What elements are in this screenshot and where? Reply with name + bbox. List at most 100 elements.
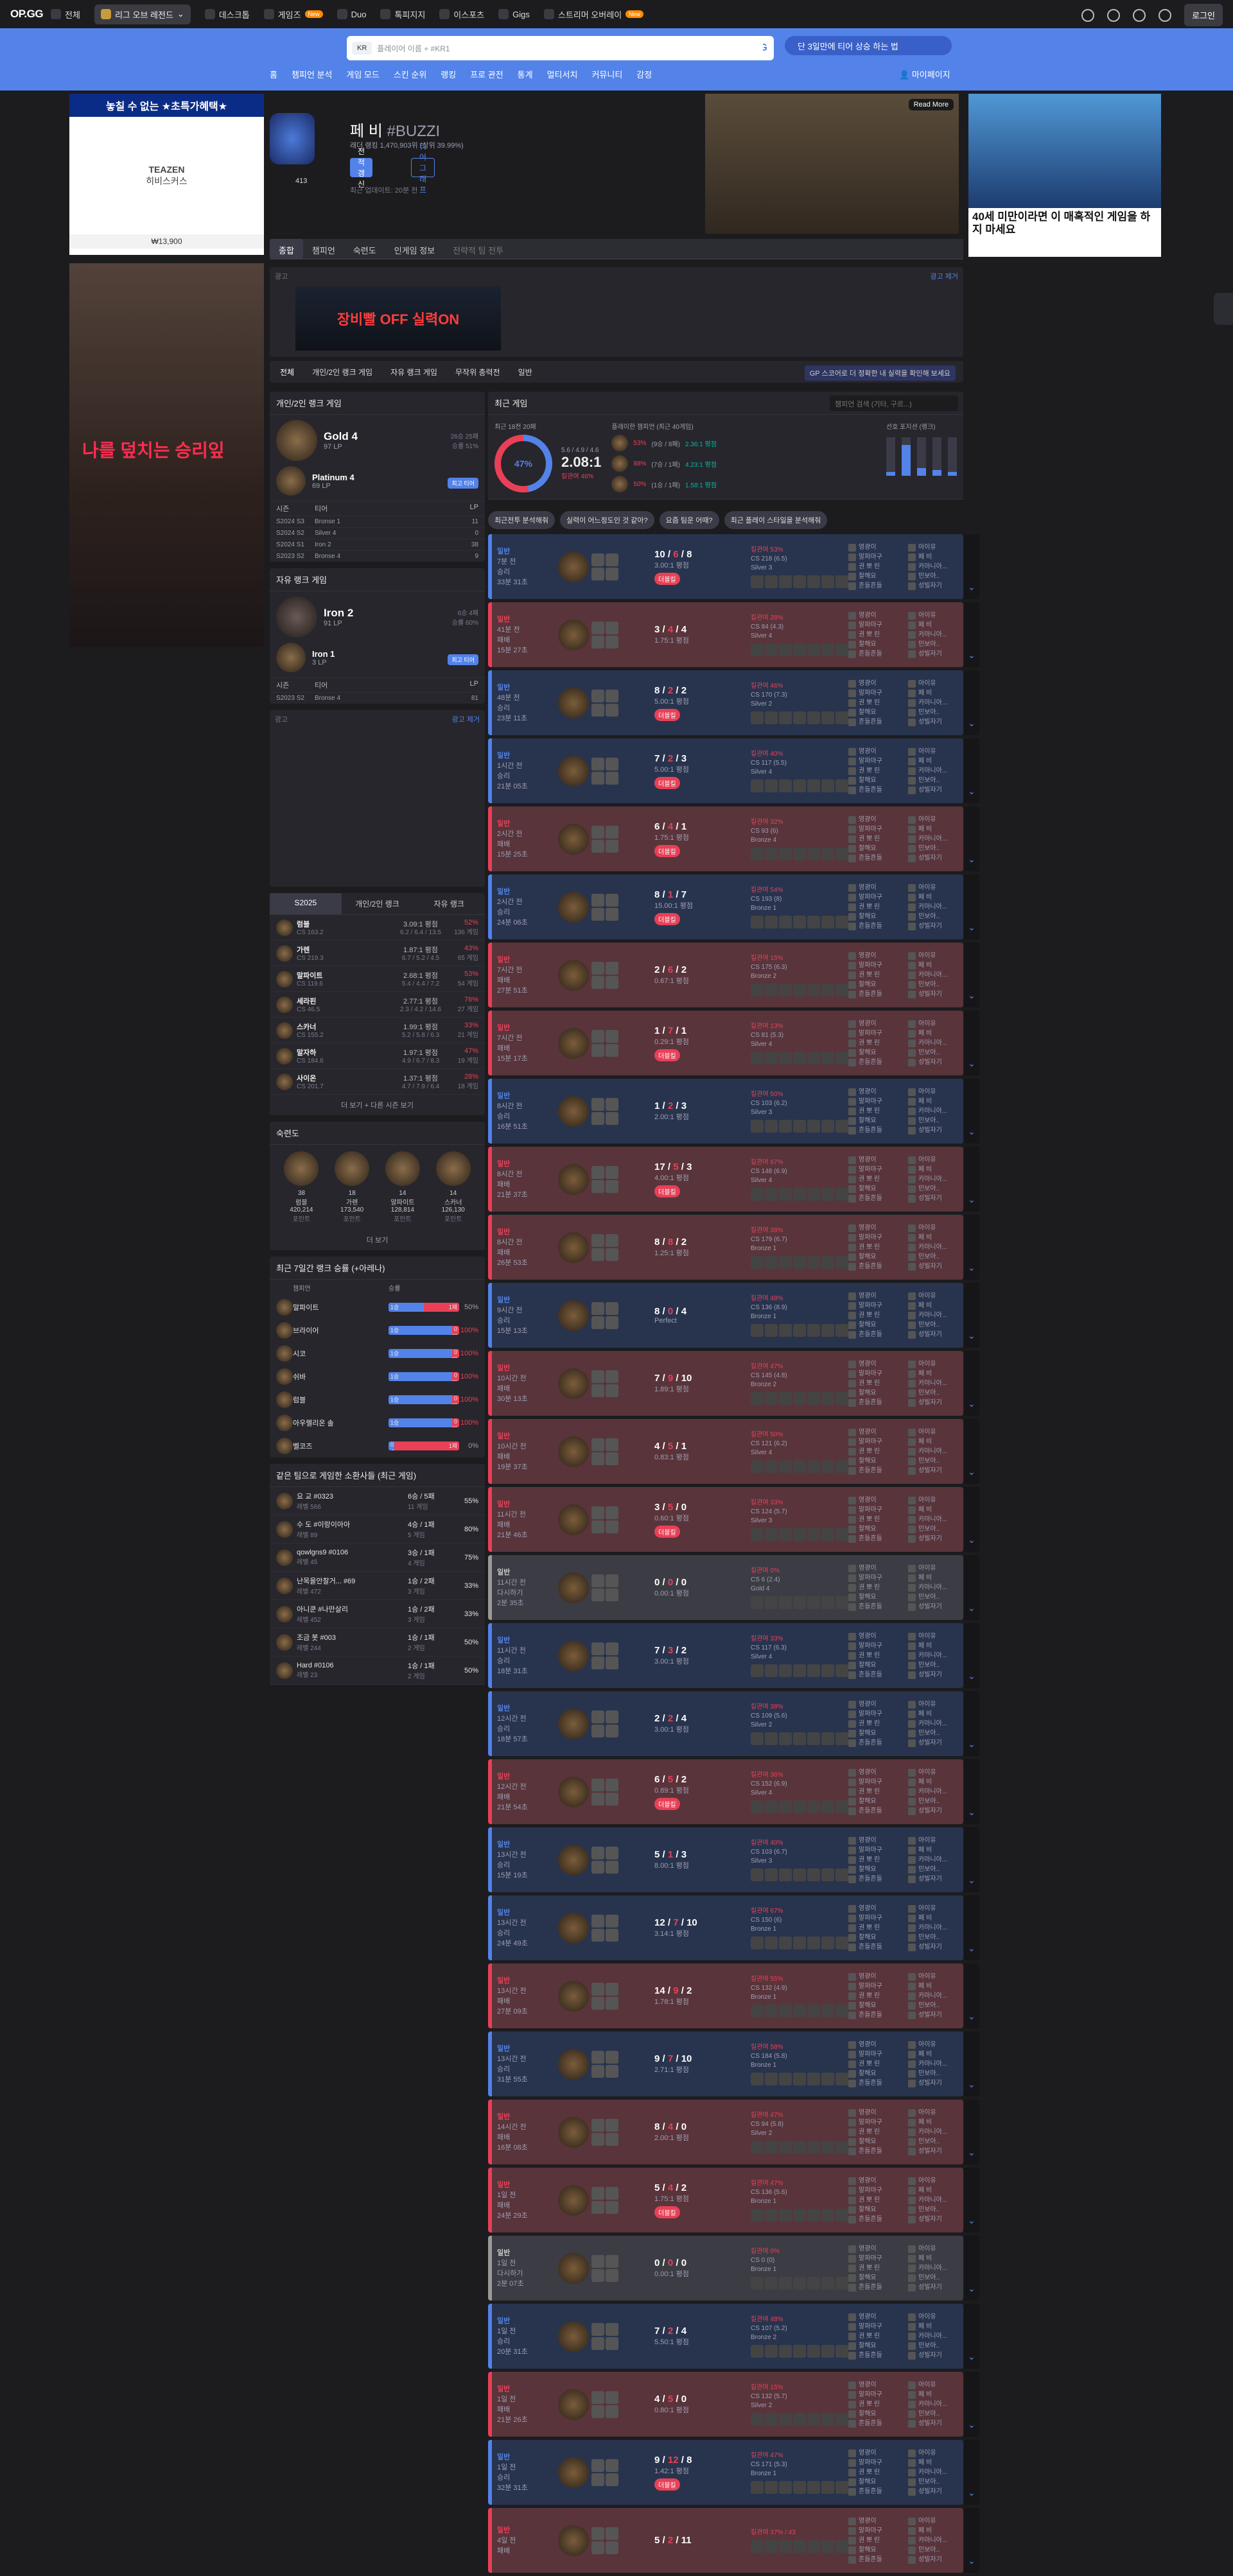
champ-row[interactable]: 말자하 CS 184.6 1.97:1 평점 4.9 / 6.7 / 8.3 47% 19… [270, 1043, 485, 1069]
player[interactable]: 카마니아... [908, 1106, 964, 1116]
player[interactable]: 찰해요 [848, 1728, 904, 1738]
player[interactable]: 아이유 [908, 543, 964, 552]
player[interactable]: 말파마구 [848, 688, 904, 698]
player[interactable]: 카마니아... [908, 1379, 964, 1388]
player[interactable]: 영광이 [848, 1019, 904, 1029]
player[interactable]: 말파마구 [848, 2118, 904, 2127]
opgg-logo[interactable]: OP.GG [10, 8, 43, 21]
nav-talk[interactable]: 톡피지지 [380, 8, 425, 21]
player[interactable]: 권 뽀 린 [848, 2127, 904, 2137]
player[interactable]: 아이유 [908, 815, 964, 824]
player[interactable]: 페 비 [908, 2458, 964, 2467]
player[interactable]: 찰해요 [848, 2341, 904, 2351]
subnav-stats[interactable]: 통계 [518, 68, 533, 80]
player[interactable]: 카마니아... [908, 1651, 964, 1660]
player[interactable]: 아이유 [908, 2516, 964, 2526]
player[interactable]: 페 비 [908, 1097, 964, 1106]
player[interactable]: 말파마구 [848, 1233, 904, 1242]
player[interactable]: 권 뽀 린 [848, 1651, 904, 1660]
match-row[interactable]: 일반 12시간 전 승리 18분 57초 2 / 2 / 4 3.00:1 평점 킬관여 3… [488, 1691, 963, 1756]
player[interactable]: 카마니아... [908, 1515, 964, 1524]
match-row[interactable]: 일반 11시간 전 승리 18분 31초 7 / 3 / 2 3.00:1 평점 킬관여 3… [488, 1623, 963, 1688]
player[interactable]: 성빌자기 [908, 581, 964, 591]
player[interactable]: 페 비 [908, 1029, 964, 1038]
expand-chevron-icon[interactable]: ⌄ [964, 1419, 979, 1484]
match-row[interactable]: 일반13시간 전승리24분 49초12 / 7 / 103.14:1 평점킬관여… [488, 1895, 963, 1960]
player[interactable]: 흔들흔들 [848, 649, 904, 659]
player[interactable]: 흔들흔들 [848, 1806, 904, 1816]
player[interactable]: 말파마구 [848, 2526, 904, 2536]
player[interactable]: 성빌자기 [908, 2078, 964, 2088]
ai-btn-4[interactable]: 최근 플레이 스타일을 분석해줘 [724, 511, 828, 529]
expand-chevron-icon[interactable]: ⌄ [964, 1283, 979, 1348]
player[interactable]: 영광이 [848, 815, 904, 824]
player[interactable]: 영광이 [848, 883, 904, 892]
player[interactable]: 흔들흔들 [848, 1738, 904, 1748]
player[interactable]: 말파마구 [848, 620, 904, 630]
player[interactable]: 성빌자기 [908, 1194, 964, 1203]
queue-aram[interactable]: 무작위 총력전 [455, 367, 500, 378]
player[interactable]: 아이유 [908, 1291, 964, 1301]
mastery-item[interactable]: 14 스카너 126,130 포인트 [436, 1151, 471, 1223]
player[interactable]: 권 뽀 린 [848, 1379, 904, 1388]
player[interactable]: 카마니아... [908, 1787, 964, 1797]
player[interactable]: 권 뽀 린 [848, 1855, 904, 1865]
player[interactable]: 성빌자기 [908, 853, 964, 863]
player[interactable]: 말파마구 [848, 1641, 904, 1651]
nav-desktop[interactable]: 데스크톱 [205, 8, 250, 21]
match-row[interactable]: 일반 8시간 전 패배 21분 37초 17 / 5 / 3 4.00:1 평점 더블킬 킬관… [488, 1147, 963, 1212]
player[interactable]: 영광이 [848, 951, 904, 961]
player[interactable]: 말파마구 [848, 1777, 904, 1787]
ad-center[interactable]: Read More [705, 94, 959, 234]
player[interactable]: 민보아.. [908, 2273, 964, 2283]
match-row[interactable]: 일반1일 전패배21분 26초4 / 5 / 00.80:1 평점킬관여 15%… [488, 2372, 963, 2437]
queue-all[interactable]: 전체 [280, 367, 294, 378]
player[interactable]: 영광이 [848, 2040, 904, 2049]
player[interactable]: 찰해요 [848, 2069, 904, 2078]
expand-chevron-icon[interactable]: ⌄ [964, 534, 979, 599]
player[interactable]: 권 뽀 린 [848, 698, 904, 708]
wr-row[interactable]: 말파이트 1승 1패 50% [270, 1296, 485, 1319]
expand-chevron-icon[interactable]: ⌄ [964, 875, 979, 939]
player[interactable]: 민보아.. [908, 1728, 964, 1738]
player[interactable]: 아이유 [908, 1427, 964, 1437]
player[interactable]: 카마니아... [908, 834, 964, 844]
player[interactable]: 흔들흔들 [848, 1874, 904, 1884]
player[interactable]: 성빌자기 [908, 717, 964, 727]
player[interactable]: 찰해요 [848, 1524, 904, 1534]
subnav-skins[interactable]: 스킨 순위 [394, 68, 426, 80]
player[interactable]: 말파마구 [848, 552, 904, 562]
player[interactable]: 카마니아... [908, 1038, 964, 1048]
player[interactable]: 페 비 [908, 1777, 964, 1787]
player[interactable]: 성빌자기 [908, 2146, 964, 2156]
player[interactable]: 찰해요 [848, 1933, 904, 1942]
expand-chevron-icon[interactable]: ⌄ [964, 670, 979, 735]
expand-chevron-icon[interactable]: ⌄ [964, 1759, 979, 1824]
player[interactable]: 권 뽀 린 [848, 766, 904, 776]
player[interactable]: 성빌자기 [908, 2487, 964, 2496]
player[interactable]: 카마니아... [908, 1310, 964, 1320]
player[interactable]: 페 비 [908, 2049, 964, 2059]
player[interactable]: 찰해요 [848, 1456, 904, 1466]
player[interactable]: 민보아.. [908, 2137, 964, 2146]
player[interactable]: 민보아.. [908, 571, 964, 581]
player[interactable]: 찰해요 [848, 1592, 904, 1602]
wr-row[interactable]: 아우렐리온 솔1승0패100% [270, 1411, 485, 1434]
player[interactable]: 민보아.. [908, 1388, 964, 1398]
expand-chevron-icon[interactable]: ⌄ [964, 2372, 979, 2437]
player[interactable]: 말파마구 [848, 2186, 904, 2195]
bell-icon[interactable] [1081, 9, 1094, 22]
refresh-icon[interactable] [745, 36, 763, 54]
match-row[interactable]: 일반9시간 전승리15분 13초8 / 0 / 4Perfect킬관여 48%C… [488, 1283, 963, 1348]
player[interactable]: 영광이 [848, 1427, 904, 1437]
expand-chevron-icon[interactable]: ⌄ [964, 738, 979, 803]
player[interactable]: 카마니아... [908, 2263, 964, 2273]
player[interactable]: 카마니아... [908, 1855, 964, 1865]
player[interactable]: 아이유 [908, 2448, 964, 2458]
champ-tab-flex[interactable]: 자유 랭크 [413, 893, 485, 914]
mypage-link[interactable]: 👤 마이페이지 [899, 68, 950, 80]
player[interactable]: 아이유 [908, 2244, 964, 2254]
champ-tab-solo[interactable]: 개인/2인 랭크 [342, 893, 414, 914]
player[interactable]: 흔들흔들 [848, 2146, 904, 2156]
player[interactable]: 권 뽀 린 [848, 834, 904, 844]
